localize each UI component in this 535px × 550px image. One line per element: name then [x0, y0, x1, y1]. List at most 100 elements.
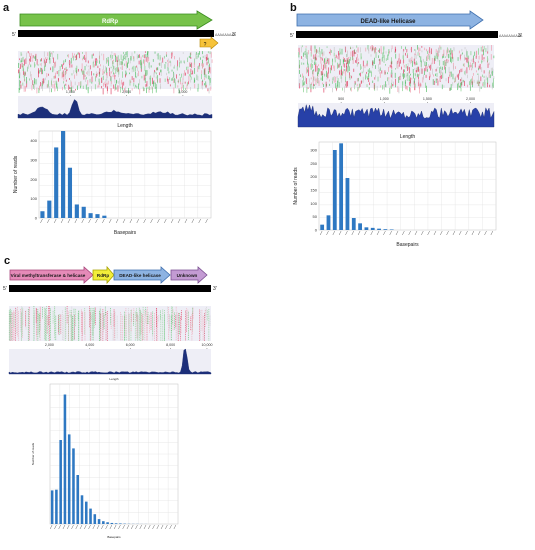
panel-b-alignment-read [475, 55, 477, 59]
panel-b-alignment-read [307, 63, 309, 68]
panel-c-xtick [88, 524, 91, 530]
panel-b-alignment-read [379, 67, 381, 71]
panel-b-alignment-read [298, 52, 300, 58]
panel-b-alignment-read [356, 54, 358, 58]
panel-a-alignment-read [41, 62, 42, 67]
panel-a-alignment-read [103, 71, 104, 74]
panel-b-alignment-read [460, 68, 462, 73]
panel-a-alignment-read [125, 60, 127, 67]
panel-a-alignment-read [99, 68, 101, 72]
panel-b-xtick [490, 230, 494, 236]
panel-a-alignment-read [211, 59, 213, 63]
panel-b-alignment-read [407, 74, 409, 82]
panel-a-alignment-read [85, 51, 87, 59]
panel-b-alignment-read [464, 71, 466, 75]
panel-c-label: c [4, 255, 11, 267]
panel-b-alignment-read [448, 66, 450, 73]
panel-a-alignment-read [99, 51, 100, 56]
panel-a-three-prime: 3' [232, 32, 236, 38]
panel-a-alignment-read [209, 75, 210, 81]
panel-a-alignment-read [26, 80, 28, 88]
panel-a-alignment-read [44, 67, 45, 70]
panel-a-alignment-read [25, 58, 27, 64]
panel-b-alignment-read [366, 71, 367, 74]
panel-b-alignment-read [489, 84, 491, 88]
panel-a-alignment-read [64, 71, 66, 77]
panel-b-alignment-read [483, 70, 485, 74]
panel-a-alignment-read [41, 83, 42, 89]
panel-b-alignment-read [311, 82, 312, 86]
panel-a-alignment-read [188, 81, 189, 85]
panel-c-gene-unknown-arrow [170, 266, 208, 284]
panel-b-alignment-read [332, 87, 333, 93]
panel-a-alignment-read [114, 76, 116, 80]
panel-a-alignment-read [121, 64, 123, 71]
panel-a-xtick [170, 218, 174, 224]
panel-b-alignment-read [303, 75, 304, 81]
panel-a-alignment-read [207, 75, 209, 80]
panel-a-alignment-read [96, 58, 97, 61]
panel-b-alignment-read [487, 45, 489, 52]
panel-b-alignment-read [444, 60, 446, 67]
panel-b-alignment-read [325, 56, 327, 63]
panel-b-alignment-read [356, 83, 358, 87]
panel-b-alignment-read [299, 78, 301, 83]
panel-b-alignment-read [458, 73, 460, 76]
panel-c-coverage-ruler-tick-2: 4,000 [85, 343, 94, 347]
panel-a-alignment-read [43, 51, 45, 57]
panel-a-alignment-read [97, 65, 99, 69]
panel-b-alignment-read [303, 87, 304, 93]
panel-a-alignment-read [18, 62, 19, 68]
panel-b-alignment-read [379, 66, 381, 69]
panel-b-alignment-read [439, 60, 441, 66]
panel-c-bar-10 [89, 508, 92, 524]
panel-a-alignment-read [30, 53, 32, 57]
panel-a-alignment-read [113, 65, 114, 70]
panel-b-alignment-read [327, 73, 329, 79]
panel-a-alignment-read [82, 52, 83, 54]
panel-b-alignment-read [408, 67, 409, 70]
panel-b-alignment-read [488, 62, 490, 66]
panel-a-alignment-read [147, 53, 149, 59]
panel-a-alignment-read [132, 66, 134, 70]
panel-a-alignment-read [154, 71, 156, 74]
panel-b-alignment-read [360, 47, 361, 53]
panel-a-alignment-read [103, 53, 105, 61]
panel-a-alignment-read [137, 67, 139, 72]
panel-a-alignment-read [152, 59, 154, 62]
panel-a-xtick [60, 218, 64, 224]
panel-b-ytick-150: 150 [310, 188, 317, 193]
panel-c-xtick [122, 524, 125, 530]
panel-a-alignment-read [46, 57, 48, 61]
panel-a-alignment-read [50, 53, 51, 57]
panel-b-alignment-read [316, 65, 318, 72]
panel-b-alignment-read [349, 72, 350, 79]
panel-b-alignment-read [366, 60, 368, 65]
panel-a-alignment-read [108, 60, 109, 66]
panel-a-alignment-read [46, 73, 48, 78]
panel-a-alignment-read [50, 67, 51, 71]
panel-a-alignment-read [36, 59, 38, 65]
panel-a-alignment-read [208, 70, 209, 75]
panel-b-alignment-read [313, 76, 315, 80]
panel-b-alignment-read [406, 49, 408, 51]
panel-c-read-alignment [8, 306, 211, 341]
panel-b-alignment-read [328, 58, 330, 65]
panel-b-alignment-read [485, 75, 487, 81]
panel-b-alignment-read [358, 83, 360, 89]
panel-b-alignment-read [409, 57, 411, 65]
panel-a-ytick-400: 400 [30, 138, 37, 143]
panel-a-ytick-100: 100 [30, 196, 37, 201]
panel-b-bar-12 [389, 229, 394, 230]
panel-b-alignment-read [421, 61, 422, 68]
panel-b-alignment-read [418, 83, 420, 90]
panel-a-alignment-read [161, 61, 162, 69]
panel-c-gene-rdrp-label: RdRp [97, 273, 109, 278]
panel-b-alignment-read [427, 49, 429, 55]
panel-a-alignment-read [122, 87, 123, 90]
panel-c-gene-helicase-arrow [113, 266, 171, 284]
panel-b-alignment-read [346, 53, 348, 57]
panel-b-alignment-read [464, 80, 465, 86]
panel-b-alignment-read [340, 75, 342, 79]
panel-a-alignment-read [18, 69, 19, 74]
